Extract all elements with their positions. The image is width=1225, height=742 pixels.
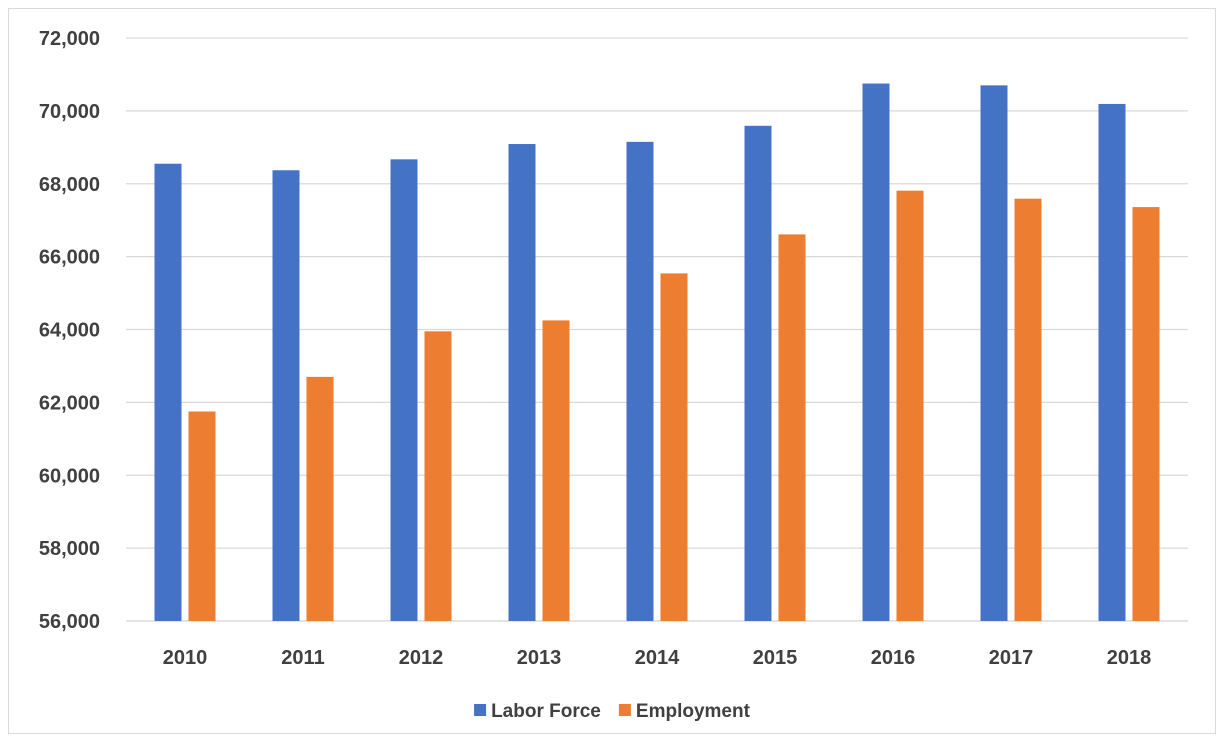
legend-item-labor-force: Labor Force — [474, 701, 601, 722]
bar-labor-force-2015 — [744, 125, 772, 621]
x-tick-label: 2013 — [517, 647, 562, 669]
bar-employment-2016 — [896, 190, 924, 621]
y-tick-label: 68,000 — [39, 174, 100, 196]
x-tick-label: 2011 — [281, 647, 324, 669]
y-tick-label: 60,000 — [39, 465, 100, 487]
legend-swatch — [618, 704, 631, 716]
y-axis-tick-labels: 56,000 58,000 60,000 62,000 64,000 66,000 68,0… — [39, 28, 100, 633]
x-tick-label: 2014 — [635, 647, 680, 669]
legend-swatch — [474, 704, 487, 716]
bar-employment-2010 — [188, 411, 216, 621]
bar-labor-force-2016 — [862, 83, 890, 621]
bar-employment-2011 — [306, 376, 334, 621]
y-tick-label: 64,000 — [39, 320, 100, 342]
x-tick-label: 2018 — [1107, 647, 1152, 669]
bar-employment-2015 — [778, 234, 806, 621]
bar-employment-2014 — [660, 273, 688, 621]
legend-label: Labor Force — [491, 701, 601, 722]
bar-labor-force-2012 — [390, 159, 418, 622]
bar-employment-2018 — [1132, 207, 1160, 621]
bar-employment-2012 — [424, 331, 452, 621]
bars — [154, 83, 1160, 622]
x-tick-label: 2010 — [163, 647, 208, 669]
x-tick-label: 2016 — [871, 647, 916, 669]
y-tick-label: 62,000 — [39, 392, 100, 414]
bar-labor-force-2010 — [154, 163, 182, 621]
y-tick-label: 58,000 — [39, 538, 100, 560]
y-tick-label: 66,000 — [39, 247, 100, 269]
y-tick-label: 72,000 — [39, 28, 100, 50]
legend: Labor Force Employment — [474, 701, 751, 722]
bar-labor-force-2014 — [626, 141, 654, 622]
gridlines — [126, 37, 1188, 622]
legend-item-employment: Employment — [618, 701, 751, 722]
y-tick-label: 70,000 — [39, 101, 100, 123]
x-tick-label: 2012 — [399, 647, 444, 669]
x-tick-label: 2015 — [753, 647, 798, 669]
bar-employment-2013 — [542, 320, 570, 621]
x-tick-label: 2017 — [989, 647, 1034, 669]
legend-label: Employment — [636, 701, 751, 722]
bar-labor-force-2011 — [272, 170, 300, 621]
bar-employment-2017 — [1014, 198, 1042, 621]
y-tick-label: 56,000 — [39, 611, 100, 633]
bar-labor-force-2018 — [1098, 103, 1126, 621]
x-axis-tick-labels: 2010 2011 2012 2013 2014 2015 2016 2017 2018 — [163, 647, 1152, 669]
bar-labor-force-2017 — [980, 85, 1008, 621]
bar-labor-force-2013 — [508, 144, 536, 621]
